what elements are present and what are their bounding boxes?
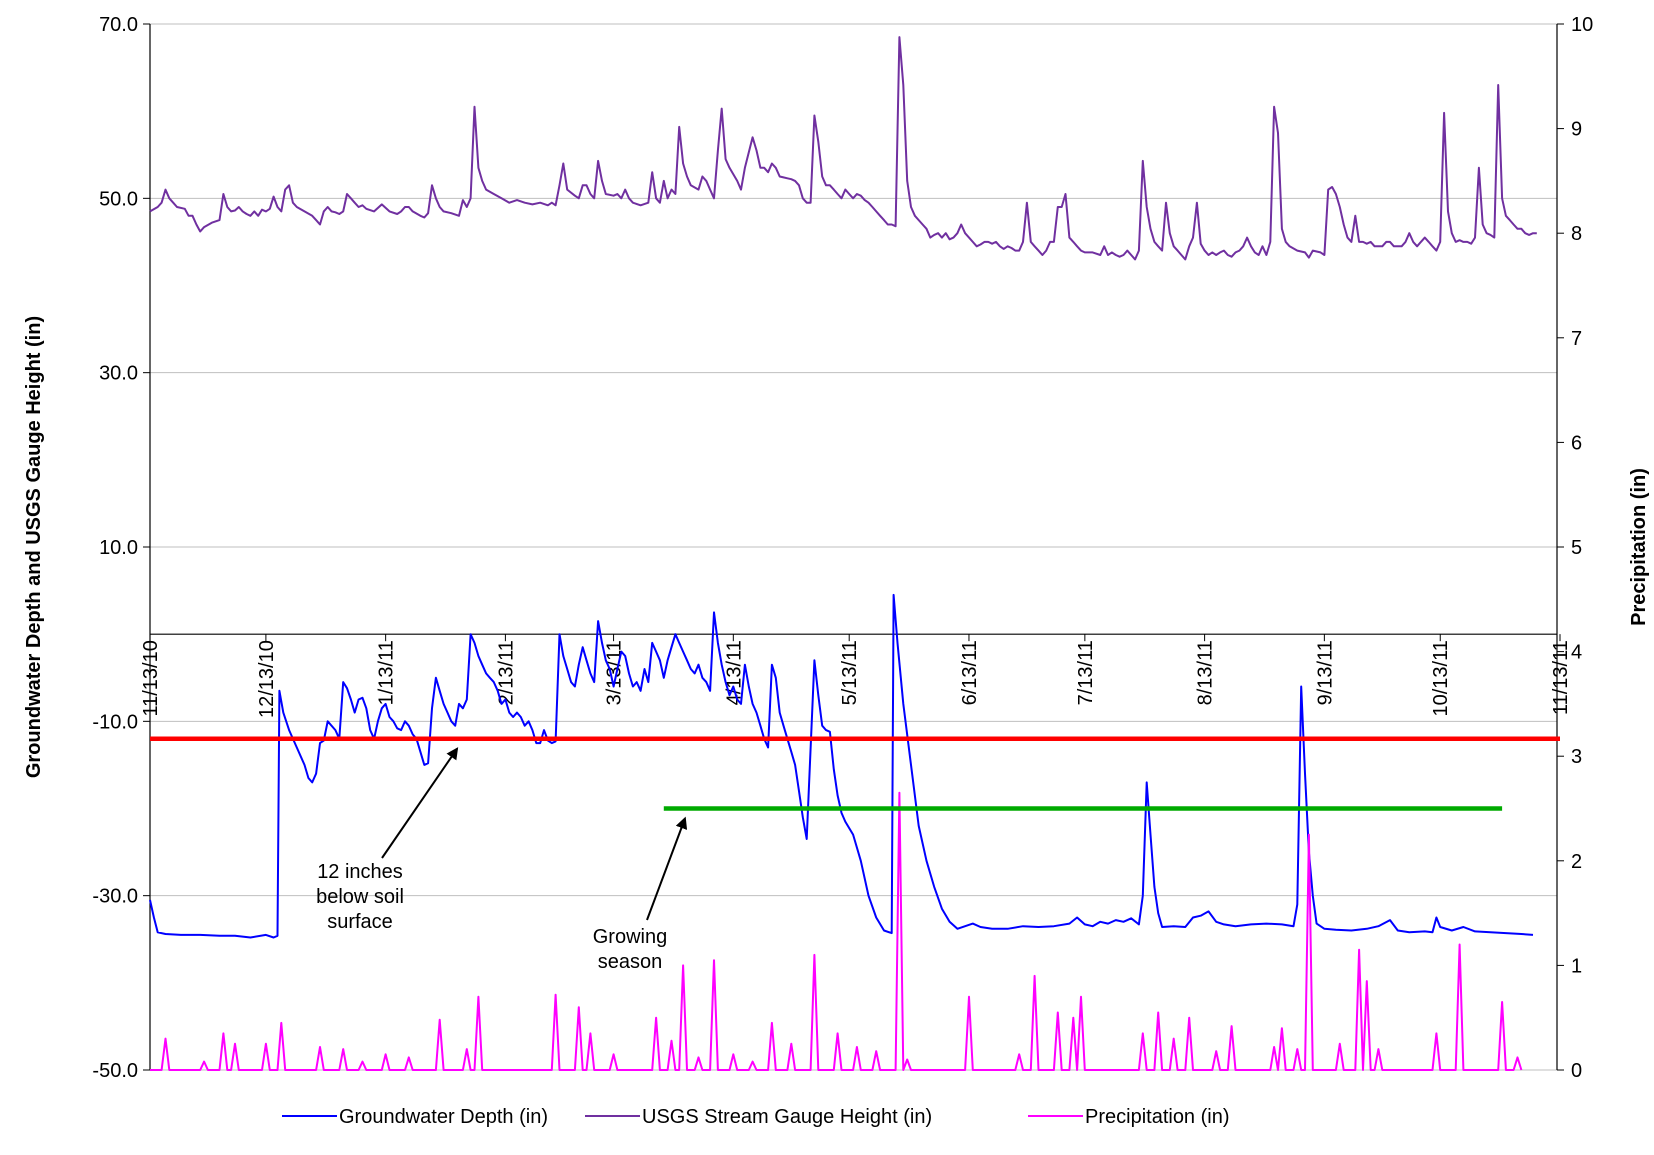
y-left-tick-label: -50.0 — [92, 1060, 138, 1082]
annotation-arrow — [646, 816, 688, 921]
x-tick-label: 6/13/11 — [959, 640, 981, 705]
legend-label: USGS Stream Gauge Height (in) — [642, 1106, 932, 1128]
annotation-text: season — [598, 951, 663, 973]
y-right-axis-title: Precipitation (in) — [1628, 468, 1650, 626]
y-left-tick-label: -30.0 — [92, 886, 138, 908]
x-tick-label: 4/13/11 — [723, 640, 745, 705]
y-left-tick-label: 50.0 — [99, 188, 138, 210]
annotations: 12 inches below soil surface Growing season — [316, 747, 688, 973]
legend-label: Groundwater Depth (in) — [339, 1106, 548, 1128]
annotation-text: surface — [327, 911, 393, 933]
y-right-tick-label: 5 — [1571, 537, 1582, 559]
y-right-tick-label: 10 — [1571, 14, 1593, 36]
x-tick-label: 2/13/11 — [495, 640, 517, 705]
y-left-axis-title: Groundwater Depth and USGS Gauge Height … — [23, 316, 45, 778]
y-right-tick-label: 9 — [1571, 119, 1582, 141]
x-tick-label: 10/13/11 — [1430, 640, 1452, 716]
x-tick-label: 7/13/11 — [1075, 640, 1097, 705]
series-line-precipitation-in — [150, 791, 1523, 1071]
annotation-arrow — [381, 747, 459, 859]
series-layer — [149, 36, 1560, 1071]
series-line-groundwater-depth-in — [149, 593, 1534, 939]
x-tick-label: 1/13/11 — [376, 640, 398, 705]
y-right-tick-label: 3 — [1571, 746, 1582, 768]
annotation-text: below soil — [316, 886, 404, 908]
x-tick-label: 9/13/11 — [1314, 640, 1336, 705]
x-tick-label: 11/13/11 — [1550, 640, 1572, 715]
x-tick-label: 12/13/10 — [256, 640, 278, 718]
series-line-usgs-stream-gauge-height-in — [149, 36, 1537, 261]
y-left-tick-label: 10.0 — [99, 537, 138, 559]
y-right-tick-label: 4 — [1571, 642, 1582, 664]
legend: Groundwater Depth (in) USGS Stream Gauge … — [282, 1106, 1230, 1128]
y-right-tick-label: 8 — [1571, 223, 1582, 245]
y-right-tick-label: 1 — [1571, 955, 1582, 977]
legend-label: Precipitation (in) — [1085, 1106, 1230, 1128]
y-right-tick-label: 6 — [1571, 432, 1582, 454]
annotation-text: 12 inches — [317, 861, 403, 883]
y-left-tick-label: -10.0 — [92, 711, 138, 733]
x-tick-label: 5/13/11 — [839, 640, 861, 705]
x-tick-label: 3/13/11 — [604, 640, 626, 705]
x-tick-label: 11/13/10 — [140, 640, 162, 716]
y-left-tick-label: 30.0 — [99, 363, 138, 385]
y-right-tick-label: 7 — [1571, 328, 1582, 350]
annotation-text: Growing — [593, 926, 667, 948]
y-right-tick-label: 0 — [1571, 1060, 1582, 1082]
x-tick-label: 8/13/11 — [1195, 640, 1217, 705]
y-right-tick-label: 2 — [1571, 851, 1582, 873]
y-left-tick-label: 70.0 — [99, 14, 138, 36]
axes: 70.050.030.010.0-10.0-30.0-50.0109876543… — [23, 14, 1650, 1082]
gridlines — [150, 23, 1557, 1071]
